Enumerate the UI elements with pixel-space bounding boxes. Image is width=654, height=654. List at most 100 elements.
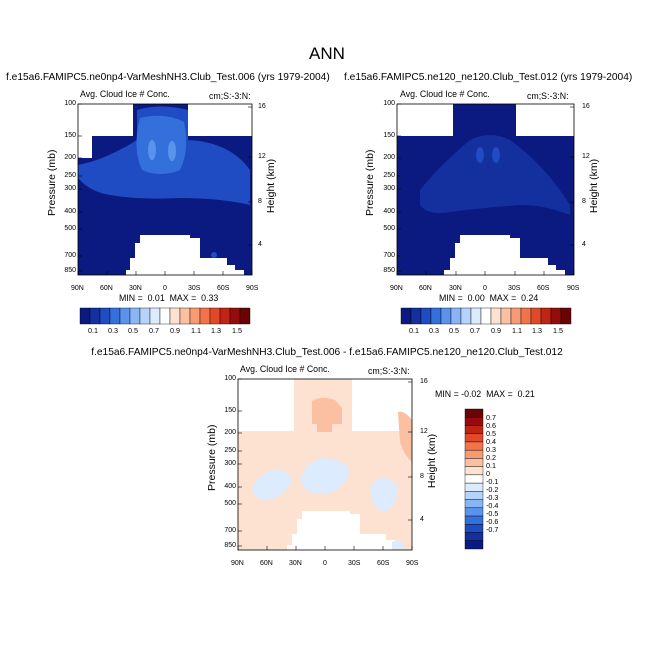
panel2-colorbar bbox=[400, 307, 572, 325]
panel2-stats: MIN = 0.00 MAX = 0.24 bbox=[439, 293, 539, 303]
panel3-ylabel: Pressure (mb) bbox=[206, 424, 218, 491]
colorbar-swatch bbox=[464, 408, 484, 418]
panel3-title: f.e15a6.FAMIPC5.ne0np4-VarMeshNH3.Club_T… bbox=[91, 347, 563, 358]
panel2-ytick: 200 bbox=[383, 154, 395, 161]
panel1-cb-label: 0.3 bbox=[108, 326, 118, 335]
panel1-ytick: 250 bbox=[64, 172, 76, 179]
panel2-cb-label: 0.3 bbox=[429, 326, 439, 335]
panel3-cb-label: 0.4 bbox=[486, 437, 496, 446]
panel3-y2tick: 16 bbox=[420, 378, 428, 385]
panel3-ytick: 200 bbox=[224, 429, 236, 436]
panel2-core-right bbox=[492, 147, 500, 163]
panel2-ytick: 500 bbox=[383, 225, 395, 232]
panel1-cb-label: 0.7 bbox=[149, 326, 159, 335]
panel1-xtick: 90N bbox=[71, 285, 84, 292]
panel2-xtick: 60N bbox=[419, 285, 432, 292]
panel1-xtick: 30S bbox=[188, 285, 201, 292]
panel2-ticks bbox=[396, 103, 575, 275]
panel1-cb-label: 1.3 bbox=[211, 326, 221, 335]
panel2-xtick: 90S bbox=[567, 285, 580, 292]
panel3-ticks bbox=[237, 378, 413, 550]
panel2-cb-label: 0.1 bbox=[409, 326, 419, 335]
panel3-ytick: 700 bbox=[224, 527, 236, 534]
panel1-cb-label: 0.9 bbox=[170, 326, 180, 335]
panel1-ytick: 500 bbox=[64, 225, 76, 232]
panel2-y2tick: 16 bbox=[582, 103, 590, 110]
panel3-y2tick: 4 bbox=[420, 516, 424, 523]
colorbar-swatch bbox=[464, 532, 484, 541]
panel3-subtitle-right: cm;S:-3:N: bbox=[368, 366, 410, 376]
colorbar-swatch bbox=[464, 499, 484, 509]
panel2-y2tick: 8 bbox=[582, 198, 586, 205]
panel3-region-neg4 bbox=[392, 540, 404, 550]
panel3-region-neg2 bbox=[300, 458, 350, 495]
panel2-ytick: 700 bbox=[383, 252, 395, 259]
panel3-field bbox=[238, 379, 412, 550]
panel3-region-pos1 bbox=[312, 397, 342, 432]
colorbar-swatch bbox=[464, 433, 484, 443]
colorbar-swatch bbox=[464, 491, 484, 500]
panel1-subtitle-right: cm;S:-3:N: bbox=[209, 91, 251, 101]
panel3-cb-label: -0.1 bbox=[486, 477, 499, 486]
panel1-stats: MIN = 0.01 MAX = 0.33 bbox=[119, 293, 219, 303]
panel1-ytick: 100 bbox=[64, 100, 76, 107]
panel2-xtick: 0 bbox=[483, 285, 487, 292]
panel1-xtick: 60S bbox=[217, 285, 230, 292]
panel3-colorbar bbox=[464, 408, 484, 550]
panel2-y2tick: 4 bbox=[582, 241, 586, 248]
colorbar-swatch bbox=[464, 482, 484, 492]
panel3-cb-label: 0.5 bbox=[486, 429, 496, 438]
panel1-y2tick: 4 bbox=[258, 241, 262, 248]
panel2-ytick: 300 bbox=[383, 185, 395, 192]
colorbar-swatch bbox=[464, 458, 484, 467]
panel2-subtitle-right: cm;S:-3:N: bbox=[527, 91, 569, 101]
panel2-ytick: 400 bbox=[383, 208, 395, 215]
colorbar-swatch bbox=[464, 474, 484, 484]
panel2-cb-label: 0.9 bbox=[491, 326, 501, 335]
panel2-xtick: 90N bbox=[390, 285, 403, 292]
panel2-cb-label: 0.7 bbox=[470, 326, 480, 335]
colorbar-swatch bbox=[464, 524, 484, 533]
panel3-cb-label: 0.3 bbox=[486, 445, 496, 454]
panel3-region-neg3 bbox=[370, 478, 398, 512]
figure-title: ANN bbox=[309, 44, 345, 63]
colorbar-swatch bbox=[464, 515, 484, 525]
panel3-xtick: 30N bbox=[289, 560, 302, 567]
panel3-xtick: 60N bbox=[260, 560, 273, 567]
panel1-xtick: 90S bbox=[246, 285, 259, 292]
panel2-xtick: 30N bbox=[449, 285, 462, 292]
colorbar-swatch bbox=[464, 417, 484, 426]
panel3-ytick: 300 bbox=[224, 460, 236, 467]
panel3-region-pos2 bbox=[398, 411, 412, 462]
panel3-y2tick: 8 bbox=[420, 473, 424, 480]
panel3-cb-label: -0.7 bbox=[486, 525, 499, 534]
panel3-ytick: 850 bbox=[224, 542, 236, 549]
panel1-core-left bbox=[148, 140, 156, 160]
panel2-cb-label: 1.3 bbox=[532, 326, 542, 335]
panel1-ytick: 850 bbox=[64, 267, 76, 274]
panel1-xtick: 0 bbox=[163, 285, 167, 292]
panel2-xtick: 30S bbox=[508, 285, 521, 292]
panel1-y2tick: 8 bbox=[258, 198, 262, 205]
panel1-low-blob bbox=[211, 252, 217, 258]
panel1-ytick: 400 bbox=[64, 208, 76, 215]
panel2-ytick: 100 bbox=[383, 100, 395, 107]
panel1-ytick: 300 bbox=[64, 185, 76, 192]
panel2-subtitle-left: Avg. Cloud Ice # Conc. bbox=[400, 89, 490, 99]
panel3-xtick: 90N bbox=[231, 560, 244, 567]
panel3-region-neg1 bbox=[252, 469, 292, 501]
panel3-ytick: 400 bbox=[224, 483, 236, 490]
panel3-cb-label: -0.2 bbox=[486, 485, 499, 494]
panel3-xtick: 30S bbox=[348, 560, 361, 567]
panel1-cb-label: 1.1 bbox=[191, 326, 201, 335]
panel3-ytick: 100 bbox=[224, 375, 236, 382]
panel1-core-right bbox=[168, 141, 176, 161]
panel3-stats: MIN = -0.02 MAX = 0.21 bbox=[435, 389, 535, 399]
panel3-cb-label: 0.2 bbox=[486, 453, 496, 462]
panel2-xtick: 60S bbox=[537, 285, 550, 292]
panel2-core-left bbox=[476, 147, 484, 163]
colorbar-swatch bbox=[464, 441, 484, 451]
panel1-cb-label: 0.5 bbox=[128, 326, 138, 335]
